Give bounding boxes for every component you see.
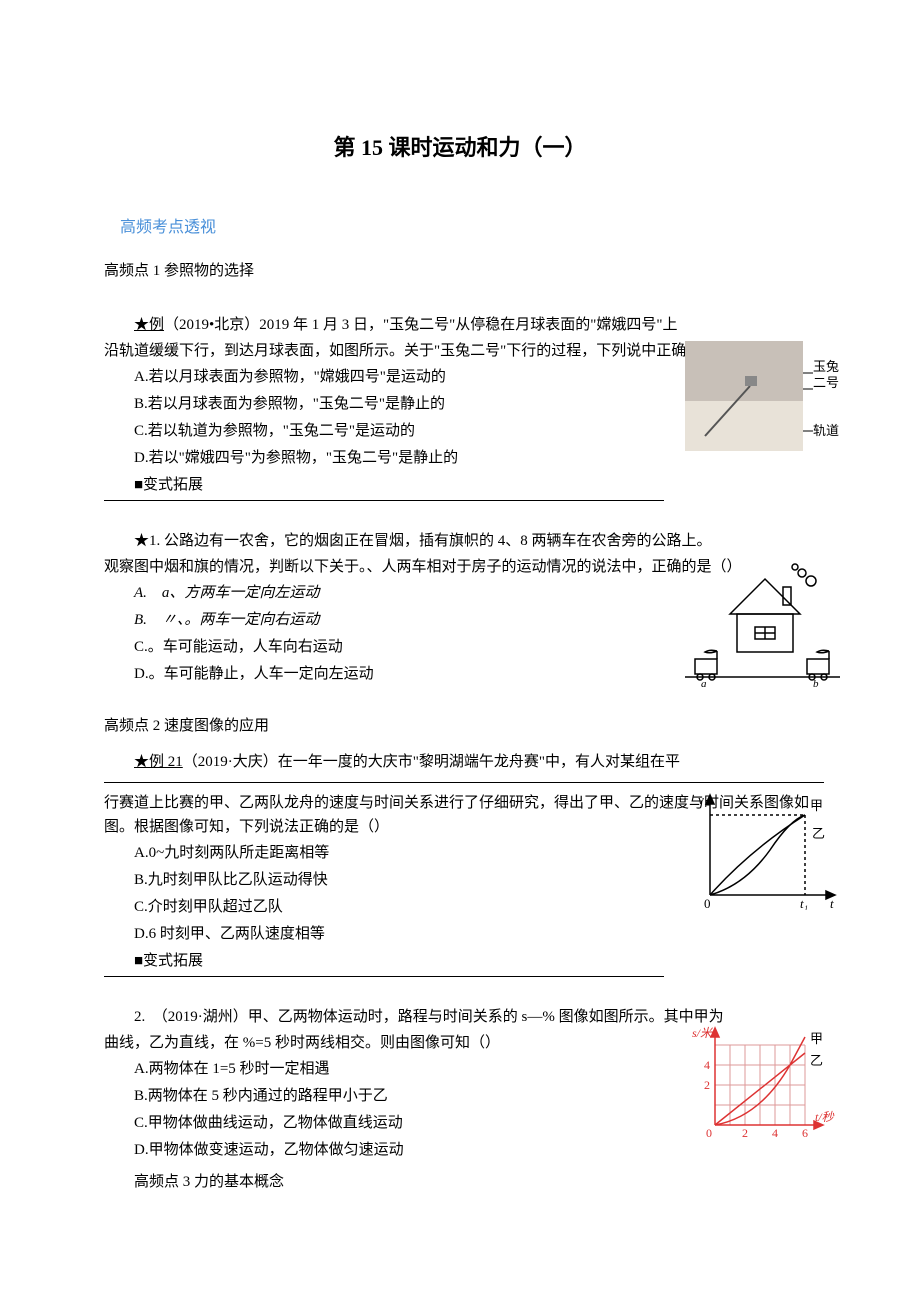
page-title: 第 15 课时运动和力（一） [90,130,830,165]
vt-t1: t₁ [800,896,808,910]
divider [104,976,664,977]
house-figure: a b [685,559,840,694]
moon-label-track: 轨道 [813,423,839,438]
question-1-block: ★1. 公路边有一农舍，它的烟囱正在冒烟，插有旗帜的 4、8 两辆车在农舍旁的公… [90,529,830,686]
vt-origin: 0 [704,896,711,910]
freq-point-3: 高频点 3 力的基本概念 [134,1170,830,1194]
variant-label: ■变式拓展 [134,473,830,497]
st-yi: 乙 [810,1053,823,1068]
variant-label: ■变式拓展 [134,949,830,973]
st-ylabel: s/米 [692,1026,714,1040]
vt-jia: 甲 [810,798,823,813]
moon-figure: 玉兔 二号 轨道 [685,341,840,451]
example-1-stem: ★例（2019•北京）2019 年 1 月 3 日，"玉兔二号"从停稳在月球表面… [104,313,830,337]
st-jia: 甲 [810,1031,823,1046]
vt-xlabel: t [830,896,834,910]
example-2-line1: （2019·大庆）在一年一度的大庆市"黎明湖端午龙舟赛"中，有人对某组在平 [183,754,680,770]
house-label-b: b [813,678,819,690]
vt-chart: v t 0 t₁ 甲 乙 [690,790,840,910]
moon-label-yutu1: 玉兔 [813,359,839,374]
example-1-line1: （2019•北京）2019 年 1 月 3 日，"玉兔二号"从停稳在月球表面的"… [164,317,678,333]
example-label: ★例 [134,317,164,333]
st-x0: 0 [706,1126,712,1140]
freq-point-1: 高频点 1 参照物的选择 [104,259,830,283]
option-d: D.6 时刻甲、乙两队速度相等 [134,922,830,946]
vt-ylabel: v [698,792,704,807]
st-y4: 4 [704,1058,710,1072]
question-2-block: 2. （2019·湖州）甲、乙两物体运动时，路程与时间关系的 s—% 图像如图所… [90,1005,830,1162]
divider [104,500,664,501]
st-x4: 4 [772,1126,778,1140]
st-y2: 2 [704,1078,710,1092]
st-chart: s/米 t/秒 0 2 4 6 2 4 甲 乙 [690,1025,840,1145]
section-header: 高频考点透视 [120,215,830,241]
vt-yi: 乙 [812,826,825,841]
divider [104,782,824,783]
example-1-block: ★例（2019•北京）2019 年 1 月 3 日，"玉兔二号"从停稳在月球表面… [90,313,830,501]
question-1-line1: ★1. 公路边有一农舍，它的烟囱正在冒烟，插有旗帜的 4、8 两辆车在农舍旁的公… [104,529,830,553]
moon-label-yutu2: 二号 [813,375,839,390]
st-x2: 2 [742,1126,748,1140]
example-label: ★例 21 [134,754,183,770]
house-label-a: a [701,678,707,690]
example-2-block: ★例 21（2019·大庆）在一年一度的大庆市"黎明湖端午龙舟赛"中，有人对某组… [90,750,830,977]
example-2-stem: ★例 21（2019·大庆）在一年一度的大庆市"黎明湖端午龙舟赛"中，有人对某组… [104,750,830,774]
st-xlabel: t/秒 [815,1110,835,1124]
st-x6: 6 [802,1126,808,1140]
freq-point-2: 高频点 2 速度图像的应用 [104,714,830,738]
